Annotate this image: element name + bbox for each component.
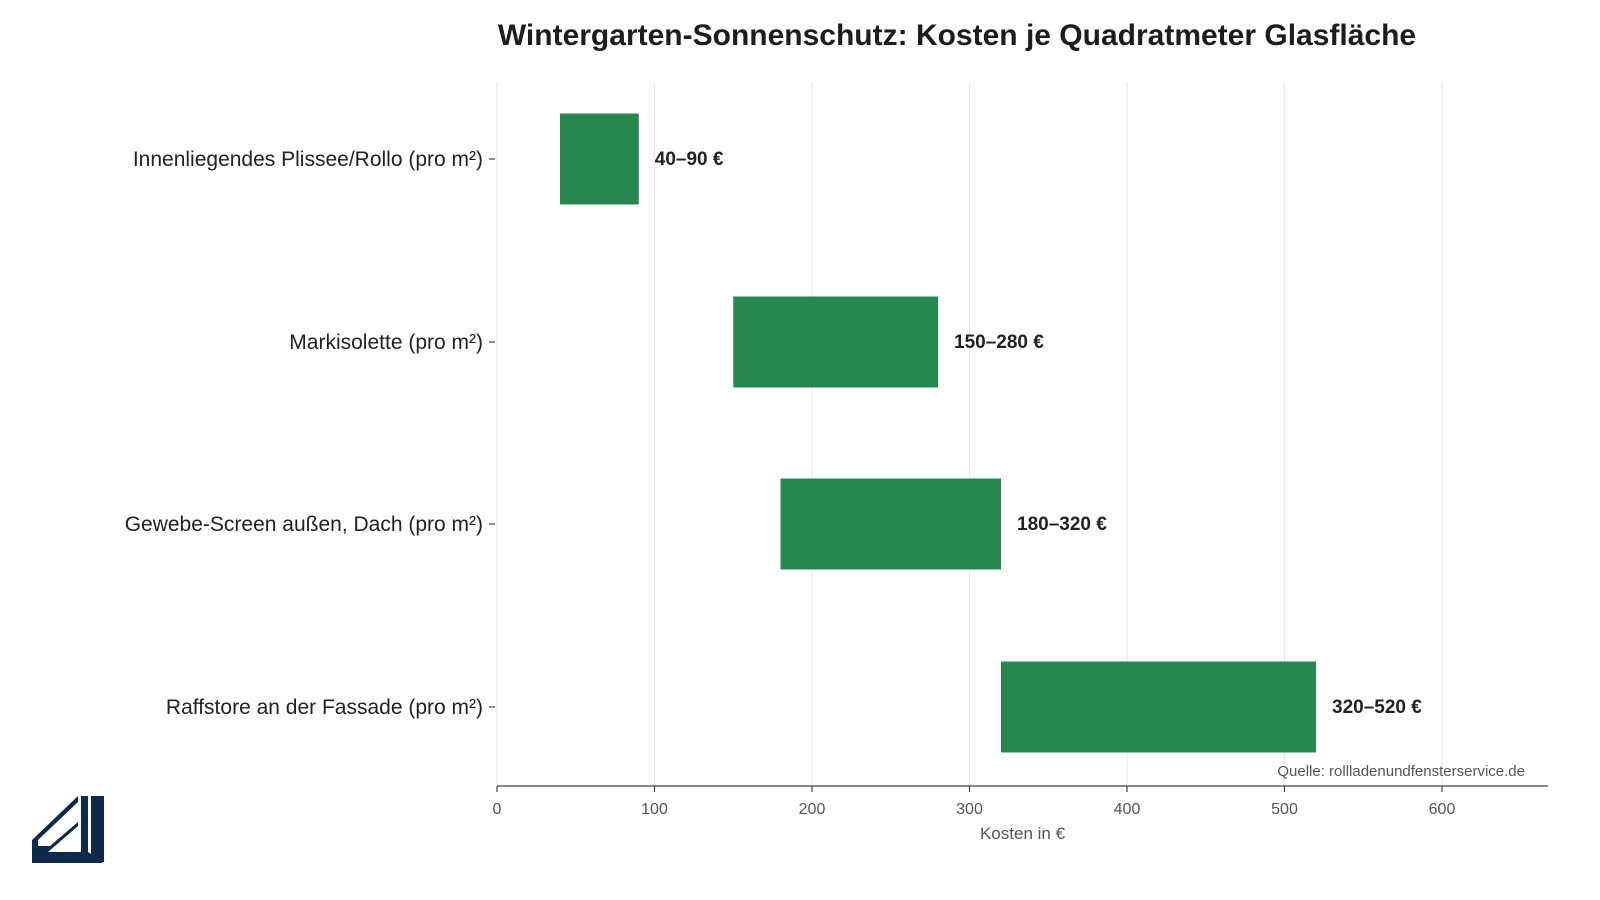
bars (560, 113, 1316, 753)
bar-value-label: 320–520 € (1332, 697, 1422, 718)
x-tick-label: 500 (1271, 801, 1298, 818)
category-label: Innenliegendes Plissee/Rollo (pro m²) (133, 148, 483, 171)
x-axis: 0 100 200 300 400 500 600 (493, 785, 1548, 818)
category-label: Gewebe-Screen außen, Dach (pro m²) (125, 513, 483, 536)
range-bar (1001, 661, 1316, 753)
bar-value-label: 40–90 € (655, 149, 724, 170)
data-labels: 40–90 € 150–280 € 180–320 € 320–520 € (655, 149, 1422, 718)
category-labels: Innenliegendes Plissee/Rollo (pro m²) Mar… (125, 148, 495, 719)
window-corner-logo (32, 796, 104, 863)
bar-value-label: 150–280 € (954, 332, 1044, 353)
category-label: Raffstore an der Fassade (pro m²) (166, 696, 483, 719)
chart-title: Wintergarten-Sonnenschutz: Kosten je Qua… (498, 19, 1416, 52)
x-tick-label: 600 (1429, 801, 1456, 818)
x-tick-label: 300 (956, 801, 983, 818)
source-note: Quelle: rollladenundfensterservice.de (1277, 763, 1525, 780)
x-tick-label: 200 (799, 801, 826, 818)
x-tick-label: 0 (493, 801, 502, 818)
x-axis-title: Kosten in € (980, 824, 1066, 843)
x-tick-label: 100 (641, 801, 668, 818)
category-label: Markisolette (pro m²) (289, 331, 483, 354)
range-bar (560, 113, 639, 205)
range-bar (780, 478, 1001, 570)
x-tick-label: 400 (1114, 801, 1141, 818)
range-bar (733, 296, 938, 388)
bar-value-label: 180–320 € (1017, 514, 1107, 535)
gridlines (496, 82, 1443, 786)
